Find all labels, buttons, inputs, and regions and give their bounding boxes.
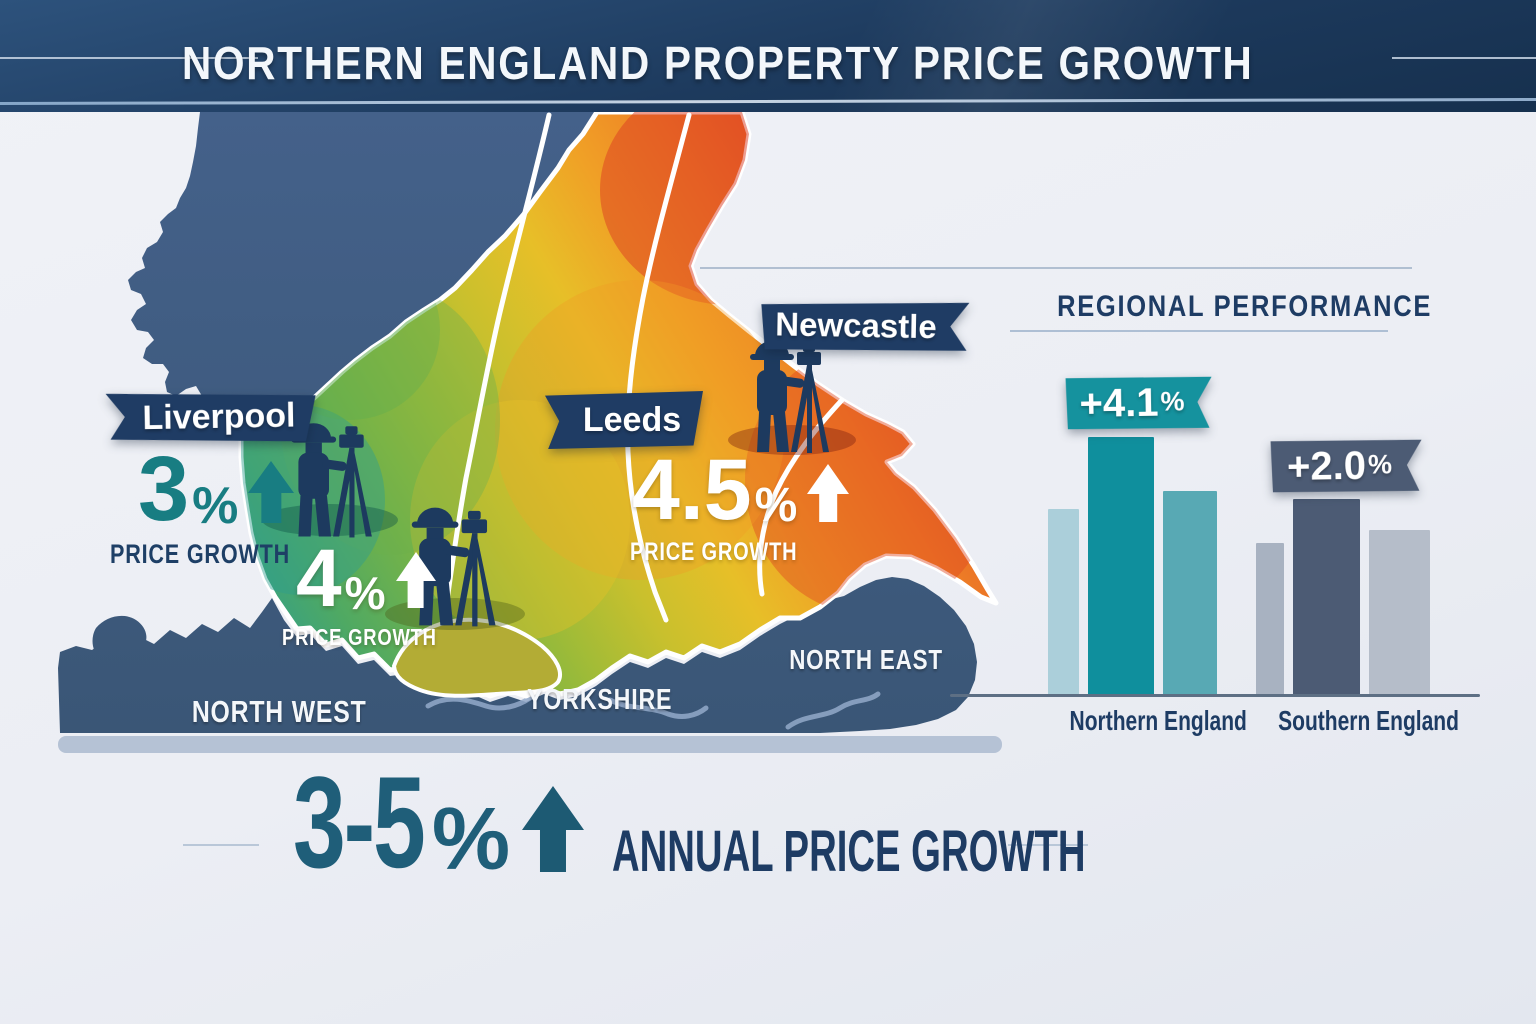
stat-leeds-value: 4.5: [632, 442, 752, 538]
footer-dash-left: [183, 844, 259, 846]
header-dash-left: [0, 57, 258, 59]
stat-liverpool-value: 3: [138, 438, 190, 540]
chart-bar-1-0: [1256, 543, 1284, 696]
chart-title-underline: [1010, 330, 1388, 332]
island-west-small: [80, 681, 117, 713]
chart-bar-0-1: [1088, 437, 1154, 696]
stat-leeds-unit: %: [754, 479, 798, 533]
chart-bar-0-0: [1048, 509, 1079, 696]
chart-baseline: [950, 694, 1480, 697]
stat-central: 4% PRICE GROWTH: [282, 533, 475, 651]
river-lines: [425, 691, 881, 730]
footer-unit: %: [431, 788, 511, 888]
value-badge-southern-label: +2.0%: [1271, 439, 1423, 494]
city-ribbon-liverpool: Liverpool: [106, 390, 317, 445]
header-dash-right: [1392, 57, 1536, 59]
chart-bar-0-2: [1163, 491, 1217, 696]
city-ribbon-newcastle: Newcastle: [761, 299, 970, 353]
stat-liverpool-caption: PRICE GROWTH: [110, 539, 290, 570]
up-arrow-icon: [396, 552, 436, 608]
up-arrow-icon: [807, 464, 849, 522]
landmass-scotland: [128, 112, 597, 417]
chart-title: REGIONAL PERFORMANCE: [1057, 290, 1433, 323]
stat-central-caption: PRICE GROWTH: [282, 624, 437, 651]
bar-group-northern-england: [1048, 437, 1217, 696]
region-label-north-east: NORTH EAST: [789, 644, 943, 675]
stat-central-value: 4: [296, 533, 342, 624]
header-sheen: [0, 0, 1536, 112]
city-ribbon-leeds: Leeds: [545, 391, 703, 449]
stat-central-unit: %: [344, 566, 386, 619]
footer-label: ANNUAL PRICE GROWTH: [612, 818, 1086, 884]
city-ribbon-liverpool-label: Liverpool: [106, 390, 317, 445]
stat-leeds: 4.5% PRICE GROWTH: [630, 442, 849, 567]
chart-bar-1-1: [1293, 499, 1360, 696]
map-ground-shadow: [58, 736, 1002, 753]
axis-label-southern-england: Southern England: [1278, 705, 1459, 736]
bar-group-southern-england: [1256, 499, 1430, 696]
city-ribbon-newcastle-label: Newcastle: [761, 299, 970, 353]
header-banner: NORTHERN ENGLAND PROPERTY PRICE GROWTH: [0, 0, 1536, 112]
up-arrow-icon: [248, 461, 294, 523]
panel-top-divider: [700, 267, 1412, 269]
value-badge-northern-label: +4.1%: [1066, 376, 1213, 431]
stat-liverpool: 3% PRICE GROWTH: [110, 438, 335, 570]
page-title: NORTHERN ENGLAND PROPERTY PRICE GROWTH: [182, 37, 1254, 89]
up-arrow-icon: [522, 786, 584, 872]
city-ribbon-leeds-label: Leeds: [545, 391, 703, 449]
chart-bar-1-2: [1369, 530, 1430, 696]
region-label-north-west: NORTH WEST: [191, 694, 367, 729]
value-badge-northern: +4.1%: [1066, 376, 1213, 431]
stat-leeds-caption: PRICE GROWTH: [630, 537, 798, 566]
stat-liverpool-unit: %: [192, 476, 239, 535]
landmass-south: [58, 577, 977, 733]
footer-dash-right: [1008, 844, 1088, 846]
region-label-yorkshire: YORKSHIRE: [527, 684, 673, 716]
footer-value: 3-5: [293, 749, 426, 895]
footer-headline: 3-5% ANNUAL PRICE GROWTH: [293, 749, 1330, 895]
value-badge-southern: +2.0%: [1271, 439, 1423, 494]
island-west: [92, 615, 156, 684]
axis-label-northern-england: Northern England: [1069, 705, 1247, 736]
